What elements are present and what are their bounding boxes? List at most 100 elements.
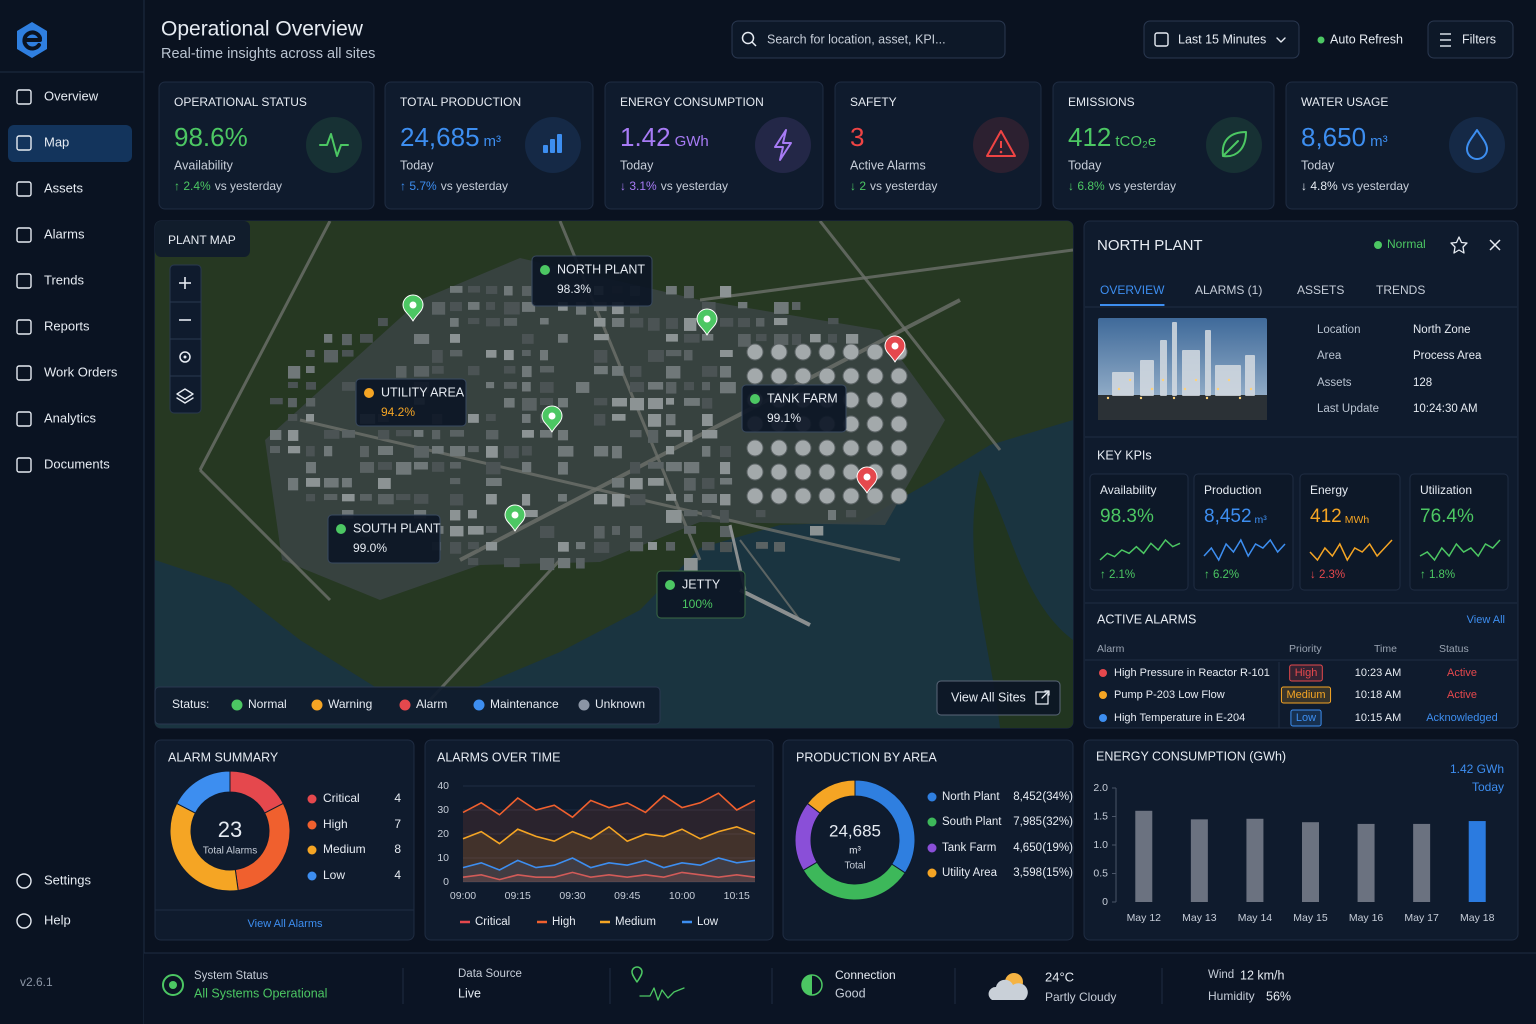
alarm-status: Active [1447,689,1477,701]
map-building [432,350,443,363]
map-building [576,558,585,569]
site-photo-light [1106,396,1110,400]
chart-title: ALARMS OVER TIME [437,750,560,764]
map-building [666,366,681,379]
alarm-name[interactable]: High Pressure in Reactor R-101 [1114,667,1270,679]
nav-item[interactable]: Trends [44,272,84,287]
map-building [702,510,712,517]
map-building [594,302,607,312]
map-terrain [973,470,1073,728]
site-name[interactable]: SOUTH PLANT [353,521,441,535]
map-building [666,350,682,357]
status-value: 56% [1266,989,1291,1003]
map-building [522,414,531,423]
view-all-link[interactable]: View All [1467,614,1505,626]
time-range-label[interactable]: Last 15 Minutes [1178,32,1266,46]
site-name[interactable]: TANK FARM [767,391,838,405]
nav-item[interactable]: Analytics [44,410,97,425]
site-name[interactable]: UTILITY AREA [381,385,465,399]
filters-label[interactable]: Filters [1462,32,1496,46]
page-title: Operational Overview [161,18,364,41]
nav-item[interactable]: Assets [44,180,84,195]
map-building [450,478,461,485]
nav-item[interactable]: Map [44,134,69,149]
map-building [432,446,444,454]
kpi-icon [1221,131,1247,158]
view-all-sites-label[interactable]: View All Sites [951,690,1026,704]
site-photo-light [1216,387,1220,391]
detail-label: Location [1317,324,1360,336]
map-building [522,398,537,411]
connection-icon [801,974,823,996]
kpi-label: EMISSIONS [1068,95,1135,109]
nav-item[interactable]: Alarms [44,226,85,241]
kpi-delta: ↓ 2 [850,179,866,193]
legend-value: 4 [394,791,401,805]
map-building [756,318,765,327]
map-building [486,350,497,358]
legend-value: 7,985 [1013,816,1042,828]
map-building [504,382,517,389]
map-building [522,350,531,357]
map-building [396,366,407,378]
alarm-name[interactable]: High Temperature in E-204 [1114,712,1245,724]
map-tank [842,439,860,457]
map-building [630,382,645,393]
series-line [462,857,756,871]
nav-item[interactable]: Overview [44,88,99,103]
y-tick-label: 2.0 [1093,782,1108,794]
y-tick-label: 0 [1102,896,1108,908]
status-icon [162,974,184,996]
favorite[interactable] [1450,236,1468,254]
map-tank [770,487,788,505]
sparkline [1203,538,1286,562]
tab[interactable]: OVERVIEW [1100,283,1165,297]
tab[interactable]: TRENDS [1376,283,1425,297]
site-kpi-delta: ↓ 2.3% [1310,569,1345,581]
site-name[interactable]: JETTY [682,577,721,591]
legend-title: Status: [172,697,209,711]
nav-item[interactable]: Work Orders [44,364,118,379]
tab[interactable]: ASSETS [1297,283,1344,297]
site-name[interactable]: NORTH PLANT [557,262,645,276]
logo-mark [22,30,42,51]
site-kpi-label: Utilization [1420,483,1472,497]
map-building [450,510,461,521]
nav-icon [16,181,32,197]
nav-item[interactable]: Help [44,912,71,927]
kpi-sub: Today [400,158,434,172]
nav-item[interactable]: Reports [44,318,90,333]
map-building [846,334,859,344]
legend-dot [927,817,937,827]
map-building [486,446,498,458]
legend-percent: (34%) [1042,791,1073,803]
legend-value: 4,650 [1013,842,1042,854]
nav-icon [16,411,32,427]
map-building [720,382,736,394]
tab[interactable]: ALARMS (1) [1195,283,1262,297]
map-building [306,446,315,457]
map-building [720,366,732,378]
donut-total-label: Total [844,861,865,872]
map-building [630,526,643,539]
map-title-box [155,221,250,257]
alarm-name[interactable]: Pump P-203 Low Flow [1114,689,1225,701]
kpi-card [834,81,1042,210]
site-photo-light [1172,396,1176,400]
search-input[interactable]: Search for location, asset, KPI... [767,32,946,46]
view-all-alarms[interactable]: View All Alarms [248,918,323,930]
map-building [450,350,463,357]
legend-dot [927,868,937,878]
nav-item[interactable]: Settings [44,872,91,887]
map-tank [794,487,812,505]
map-building [414,494,429,504]
auto-refresh[interactable]: Auto Refresh [1330,32,1403,46]
map-building [558,334,568,343]
map-building [306,398,316,407]
map-building [648,318,660,331]
map-building [432,430,441,440]
map-building [666,318,678,329]
nav-item[interactable]: Documents [44,456,110,471]
map-road [739,539,801,621]
map-building [504,302,520,315]
